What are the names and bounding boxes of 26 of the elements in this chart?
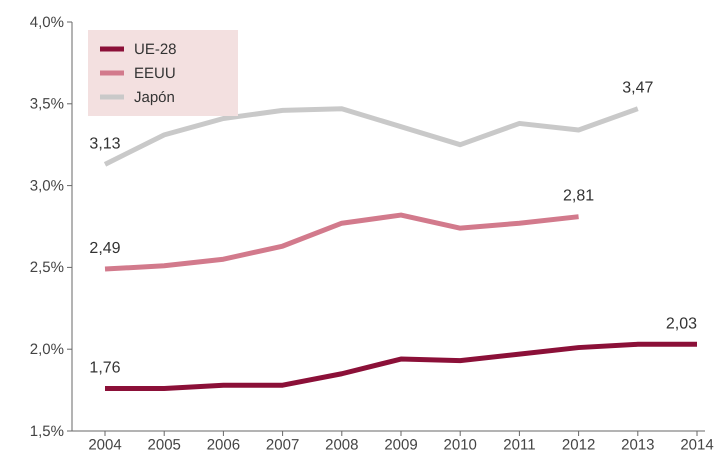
x-tick-label: 2009 — [384, 436, 418, 454]
y-tick-label: 1,5% — [30, 422, 64, 440]
x-tick-label: 2010 — [444, 436, 477, 454]
annotation: 3,47 — [622, 80, 654, 97]
legend-label: Japón — [134, 89, 175, 106]
y-tick-label: 3,0% — [30, 177, 64, 194]
y-tick-label: 3,5% — [30, 96, 64, 113]
y-tick-label: 4,0% — [30, 14, 64, 31]
annotation: 2,03 — [666, 315, 698, 332]
y-tick-label: 2,5% — [30, 259, 64, 276]
legend-label: EEUU — [134, 65, 176, 82]
x-tick-label: 2011 — [503, 436, 536, 454]
legend-label: UE-28 — [134, 41, 177, 58]
y-tick-label: 2,0% — [30, 341, 64, 358]
annotation: 3,13 — [89, 135, 121, 152]
annotation: 2,49 — [89, 240, 121, 258]
x-tick-label: 2006 — [206, 436, 240, 454]
annotation: 1,76 — [89, 359, 121, 376]
x-tick-label: 2008 — [325, 436, 358, 454]
x-tick-label: 2007 — [266, 436, 300, 454]
x-tick-label: 2012 — [562, 436, 596, 454]
annotation: 2,81 — [563, 188, 594, 205]
x-tick-label: 2013 — [621, 436, 654, 454]
x-tick-label: 2005 — [148, 436, 181, 454]
x-tick-label: 2004 — [88, 436, 122, 454]
x-tick-label: 2014 — [680, 436, 714, 454]
